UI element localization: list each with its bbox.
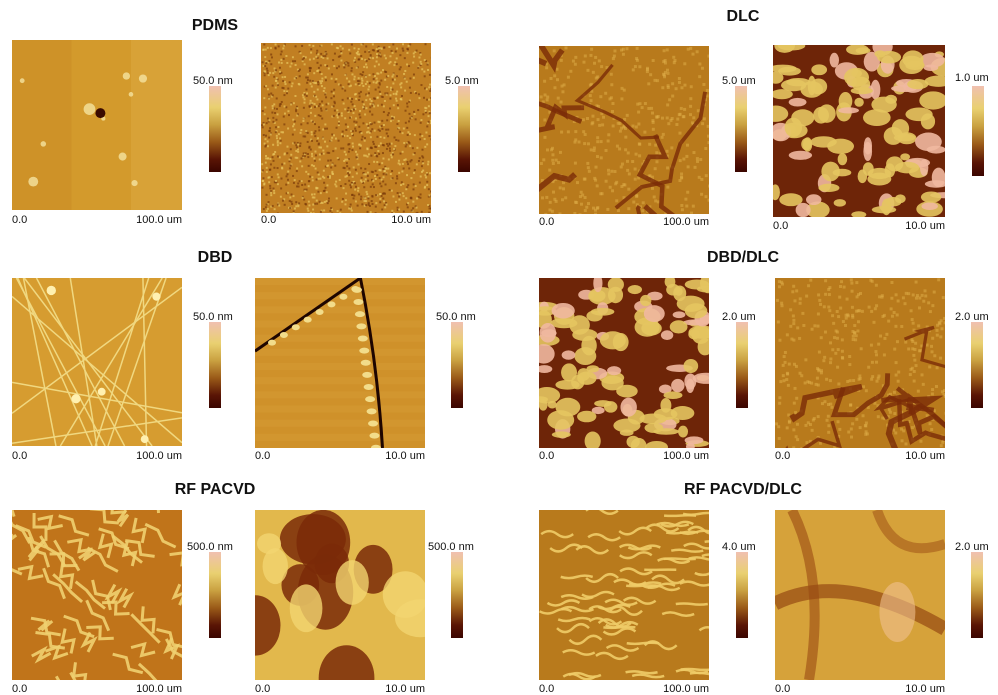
x-axis-start-label: 0.0 xyxy=(775,450,791,462)
x-axis-start-label: 0.0 xyxy=(539,683,555,695)
color-scale-bar xyxy=(209,552,221,638)
x-axis-end-label: 100.0 um xyxy=(136,450,182,462)
x-axis-end-label: 100.0 um xyxy=(663,216,709,228)
afm-image xyxy=(539,510,709,680)
x-axis-start-label: 0.0 xyxy=(539,450,555,462)
panel-title-rf-pacvd: RF PACVD xyxy=(174,481,256,498)
x-axis-start-label: 0.0 xyxy=(775,683,791,695)
afm-image xyxy=(12,278,182,446)
color-scale-bar xyxy=(209,86,221,172)
x-axis-end-label: 100.0 um xyxy=(663,683,709,695)
afm-image xyxy=(255,278,425,448)
color-scale-label: 5.0 um xyxy=(722,75,756,87)
x-axis-start-label: 0.0 xyxy=(261,214,277,226)
x-axis-start-label: 0.0 xyxy=(12,450,28,462)
color-scale-bar xyxy=(736,322,748,408)
x-axis-end-label: 10.0 um xyxy=(905,220,945,232)
color-scale-bar xyxy=(972,86,984,176)
afm-image xyxy=(539,278,709,448)
x-axis-start-label: 0.0 xyxy=(12,683,28,695)
x-axis-end-label: 100.0 um xyxy=(663,450,709,462)
color-scale-label: 50.0 nm xyxy=(436,311,476,323)
color-scale-bar xyxy=(736,552,748,638)
color-scale-label: 500.0 nm xyxy=(428,541,474,553)
panel-title-dbd-dlc: DBD/DLC xyxy=(707,249,779,266)
x-axis-end-label: 100.0 um xyxy=(136,214,182,226)
color-scale-label: 4.0 um xyxy=(722,541,756,553)
color-scale-bar xyxy=(209,322,221,408)
color-scale-bar xyxy=(451,552,463,638)
x-axis-end-label: 10.0 um xyxy=(391,214,431,226)
color-scale-label: 50.0 nm xyxy=(193,75,233,87)
x-axis-end-label: 10.0 um xyxy=(905,683,945,695)
afm-image xyxy=(261,43,431,213)
panel-title-pdms: PDMS xyxy=(191,17,239,34)
color-scale-label: 50.0 nm xyxy=(193,311,233,323)
color-scale-bar xyxy=(735,86,747,172)
afm-image xyxy=(539,46,709,214)
color-scale-label: 2.0 um xyxy=(722,311,756,323)
x-axis-end-label: 100.0 um xyxy=(136,683,182,695)
x-axis-start-label: 0.0 xyxy=(255,450,271,462)
color-scale-label: 1.0 um xyxy=(955,72,989,84)
x-axis-end-label: 10.0 um xyxy=(385,450,425,462)
x-axis-start-label: 0.0 xyxy=(255,683,271,695)
x-axis-end-label: 10.0 um xyxy=(905,450,945,462)
color-scale-label: 5.0 nm xyxy=(445,75,479,87)
x-axis-start-label: 0.0 xyxy=(539,216,555,228)
color-scale-label: 2.0 um xyxy=(955,311,989,323)
x-axis-start-label: 0.0 xyxy=(12,214,28,226)
color-scale-bar xyxy=(971,322,983,408)
color-scale-label: 2.0 um xyxy=(955,541,989,553)
afm-image xyxy=(255,510,425,680)
panel-title-rf-pacvd-dlc: RF PACVD/DLC xyxy=(684,481,802,498)
color-scale-bar xyxy=(458,86,470,172)
panel-title-dlc: DLC xyxy=(726,8,760,25)
color-scale-bar xyxy=(971,552,983,638)
afm-image xyxy=(775,510,945,680)
x-axis-start-label: 0.0 xyxy=(773,220,789,232)
panel-title-dbd: DBD xyxy=(197,249,233,266)
afm-image xyxy=(773,45,945,217)
afm-image xyxy=(12,40,182,210)
x-axis-end-label: 10.0 um xyxy=(385,683,425,695)
afm-image xyxy=(775,278,945,448)
color-scale-bar xyxy=(451,322,463,408)
afm-image xyxy=(12,510,182,680)
color-scale-label: 500.0 nm xyxy=(187,541,233,553)
